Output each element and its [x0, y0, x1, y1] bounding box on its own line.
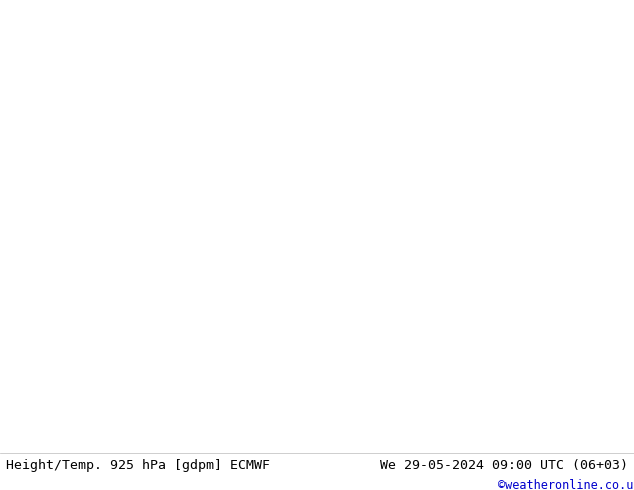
Text: We 29-05-2024 09:00 UTC (06+03): We 29-05-2024 09:00 UTC (06+03) — [380, 460, 628, 472]
Text: ©weatheronline.co.uk: ©weatheronline.co.uk — [498, 479, 634, 490]
Text: Height/Temp. 925 hPa [gdpm] ECMWF: Height/Temp. 925 hPa [gdpm] ECMWF — [6, 460, 270, 472]
